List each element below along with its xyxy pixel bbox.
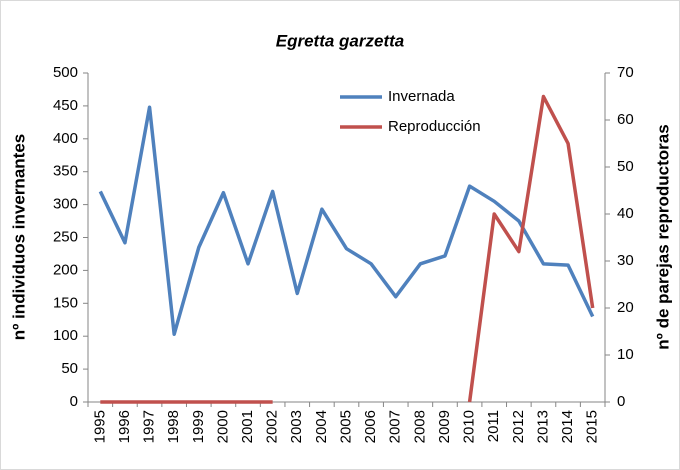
y2-tick-label: 30 (617, 252, 634, 269)
y2-axis-label: nº de parejas reproductoras (653, 124, 672, 349)
series-line (98, 105, 595, 336)
x-tick-label: 2002 (264, 410, 281, 443)
y-tick-label: 400 (53, 130, 78, 147)
y2-tick-label: 40 (617, 205, 634, 222)
x-tick-label: 2011 (485, 410, 502, 442)
y2-tick-label: 10 (617, 346, 634, 363)
y-tick-label: 100 (53, 327, 78, 344)
x-tick-label: 2006 (362, 410, 379, 443)
legend-label: Reproducción (388, 118, 481, 135)
x-tick-label: 2012 (510, 410, 527, 443)
y-tick-label: 500 (53, 64, 78, 81)
x-tick-label: 2015 (584, 410, 601, 443)
y2-tick-label: 20 (617, 299, 634, 316)
x-tick-label: 2014 (559, 410, 576, 443)
y-tick-label: 0 (70, 393, 78, 410)
x-tick-label: 2000 (214, 410, 231, 443)
x-tick-label: 2004 (313, 410, 330, 443)
y-tick-label: 450 (53, 97, 78, 114)
y-tick-label: 150 (53, 294, 78, 311)
x-tick-label: 1999 (190, 410, 207, 443)
series-line (100, 94, 595, 404)
legend-label: Invernada (388, 88, 455, 105)
chart-title: Egretta garzetta (276, 31, 404, 50)
x-tick-label: 1995 (91, 410, 108, 443)
x-tick-label: 2001 (239, 410, 256, 443)
y2-tick-label: 0 (617, 393, 625, 410)
x-tick-label: 1996 (116, 410, 133, 443)
y-tick-label: 350 (53, 163, 78, 180)
x-tick-label: 1997 (141, 410, 158, 443)
y-tick-label: 300 (53, 196, 78, 213)
y-tick-label: 200 (53, 261, 78, 278)
y-axis-label: nº individuos invernantes (9, 134, 28, 340)
x-tick-label: 2013 (534, 410, 551, 443)
y2-tick-label: 70 (617, 64, 634, 81)
x-tick-label: 2008 (411, 410, 428, 443)
x-tick-label: 2005 (337, 410, 354, 443)
x-tick-label: 2007 (387, 410, 404, 443)
x-tick-label: 2009 (436, 410, 453, 443)
y-tick-label: 250 (53, 228, 78, 245)
x-tick-label: 1998 (165, 410, 182, 443)
x-tick-label: 2010 (461, 410, 478, 443)
x-tick-label: 2003 (288, 410, 305, 443)
y2-tick-label: 50 (617, 158, 634, 175)
y2-tick-label: 60 (617, 111, 634, 128)
y-tick-label: 50 (61, 360, 78, 377)
